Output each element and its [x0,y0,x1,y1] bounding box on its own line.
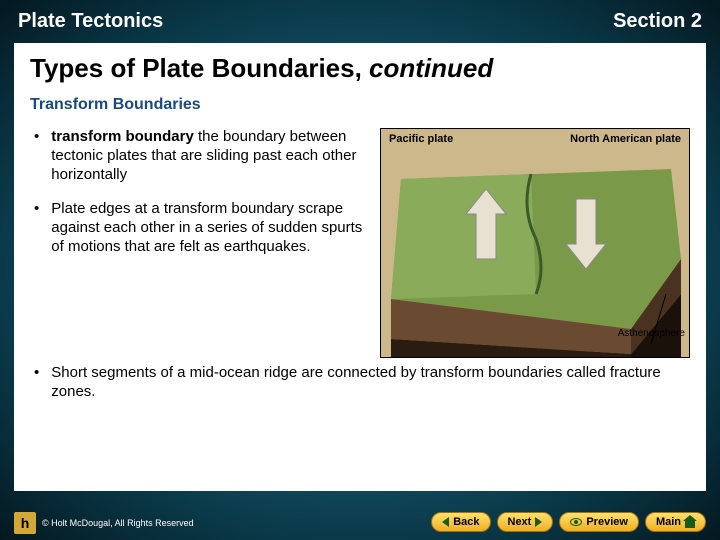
nav-buttons: Back Next Preview Main [431,512,706,532]
subheading: Transform Boundaries [30,96,690,114]
label-asthenosphere: Asthenosphere [618,328,685,339]
preview-button[interactable]: Preview [559,512,639,532]
publisher-logo: h [14,512,36,534]
bullet-item: • transform boundary the boundary betwee… [30,128,368,184]
copyright-block: h © Holt McDougal, All Rights Reserved [14,512,194,534]
next-label: Next [508,516,532,528]
text-column: • transform boundary the boundary betwee… [30,128,368,358]
transform-boundary-diagram: Pacific plate North American plate Asthe… [380,128,690,358]
label-pacific-plate: Pacific plate [389,133,453,145]
main-button[interactable]: Main [645,512,706,532]
slide-header: Plate Tectonics Section 2 [0,0,720,39]
main-label: Main [656,516,681,528]
back-button[interactable]: Back [431,512,490,532]
bullet-item: • Plate edges at a transform boundary sc… [30,200,368,256]
left-plate-surface [391,174,536,299]
term: transform boundary [51,128,194,145]
label-na-plate: North American plate [570,133,681,145]
two-column-layout: • transform boundary the boundary betwee… [30,128,690,358]
bullet-dot: • [34,128,39,184]
page-title: Types of Plate Boundaries, continued [30,53,690,84]
back-icon [442,517,449,527]
title-main: Types of Plate Boundaries, [30,53,369,83]
copyright-text: © Holt McDougal, All Rights Reserved [42,518,194,528]
back-label: Back [453,516,479,528]
bullet-item: • Short segments of a mid-ocean ridge ar… [30,364,690,402]
home-icon [685,521,695,528]
title-continued: continued [369,53,493,83]
bullet-dot: • [34,200,39,256]
content-area: Types of Plate Boundaries, continued Tra… [14,43,706,491]
bullet-text: Plate edges at a transform boundary scra… [51,200,368,256]
bullet-dot: • [34,364,39,402]
slide-footer: h © Holt McDougal, All Rights Reserved B… [0,482,720,540]
preview-label: Preview [586,516,628,528]
next-icon [535,517,542,527]
bullet-text: Short segments of a mid-ocean ridge are … [51,364,690,402]
bullet-text: transform boundary the boundary between … [51,128,368,184]
header-right: Section 2 [613,10,702,33]
header-left: Plate Tectonics [18,10,163,33]
next-button[interactable]: Next [497,512,554,532]
diagram-svg [381,129,690,358]
slide-container: Plate Tectonics Section 2 Types of Plate… [0,0,720,540]
bullet-pre: Short segments of a mid-ocean ridge are … [51,364,610,381]
eye-icon [570,518,582,526]
